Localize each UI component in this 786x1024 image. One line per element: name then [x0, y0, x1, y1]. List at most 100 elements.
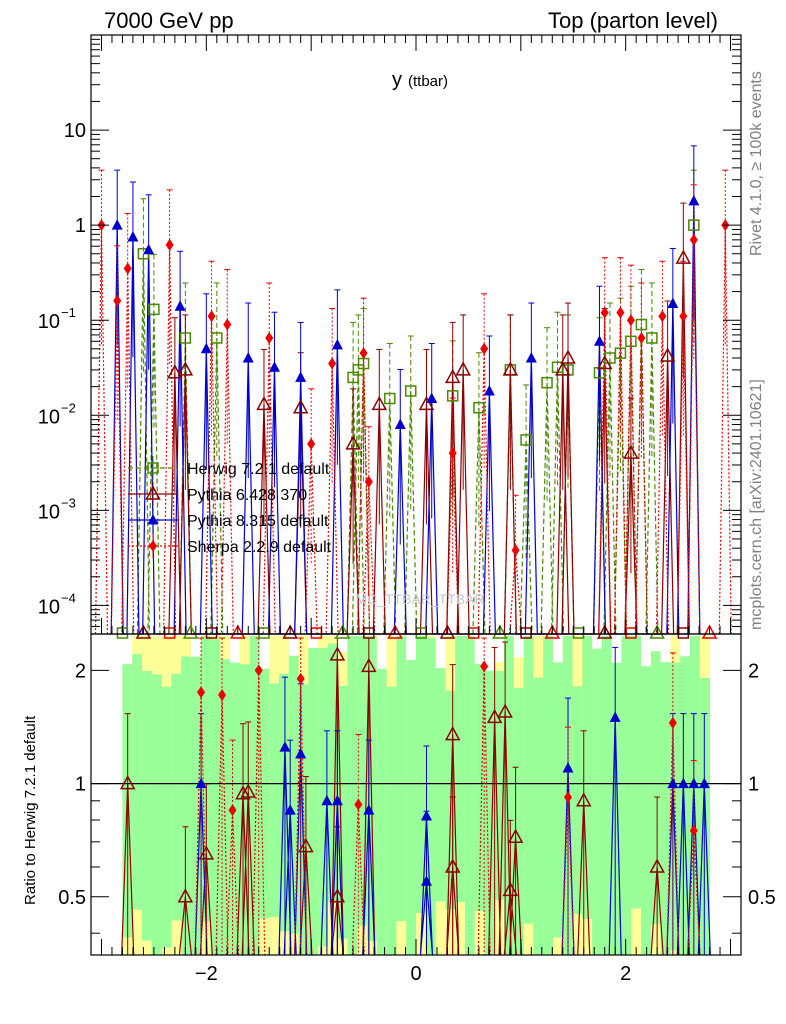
- band-inner: [621, 636, 632, 955]
- main-point: [502, 361, 519, 376]
- main-point: [555, 361, 571, 376]
- ratio-uncertainty-bands: [122, 636, 711, 955]
- ratio-point: [698, 777, 710, 789]
- main-point: [596, 354, 613, 370]
- x-tick-label: −2: [195, 963, 218, 985]
- watermark: MC_TTBAR_TTBAR: [355, 591, 484, 607]
- band-inner: [259, 636, 270, 919]
- band-inner: [200, 636, 212, 922]
- ratio-point: [321, 794, 333, 806]
- plot-title-sub: (ttbar): [408, 73, 448, 90]
- main-point: [455, 361, 471, 376]
- main-point: [371, 395, 388, 411]
- ratio-point: [444, 858, 461, 873]
- ratio-point: [298, 837, 314, 853]
- ratio-point: [486, 708, 503, 724]
- main-point: [123, 262, 132, 275]
- zero-point: [544, 624, 561, 639]
- ratio-point: [649, 858, 665, 873]
- main-point: [448, 447, 457, 460]
- band-inner: [523, 636, 534, 924]
- band-gap: [337, 636, 349, 653]
- band-inner: [142, 670, 153, 941]
- main-point: [480, 342, 489, 355]
- band-gap: [484, 636, 495, 671]
- main-point: [165, 238, 174, 251]
- band-inner: [464, 636, 476, 955]
- band-gap: [122, 636, 133, 665]
- ratio-point: [575, 792, 592, 807]
- ratio-point: [420, 809, 432, 821]
- ratio-point: [689, 824, 698, 837]
- main-point: [177, 361, 194, 376]
- band-inner: [210, 639, 221, 955]
- band-inner: [631, 636, 642, 909]
- main-point: [331, 338, 343, 350]
- ratio-point: [195, 777, 207, 789]
- main-point: [328, 357, 337, 370]
- ratio-point: [119, 775, 136, 790]
- band-inner: [406, 636, 417, 955]
- band-inner: [308, 636, 319, 955]
- x-tick-label: 0: [410, 963, 421, 985]
- main-point: [426, 392, 438, 404]
- main-point: [345, 435, 361, 450]
- ratio-point: [295, 747, 307, 759]
- y-tick-label: 10: [38, 596, 60, 618]
- main-point: [295, 371, 307, 382]
- legend-label: Sherpa 2.2.9 default: [187, 539, 332, 556]
- main-point: [688, 194, 700, 206]
- y-tick-label: 10: [38, 406, 60, 428]
- band-inner: [190, 636, 202, 955]
- main-point: [307, 437, 316, 450]
- y-tick-label: 10: [38, 311, 60, 333]
- band-inner: [513, 688, 525, 955]
- main-point: [418, 395, 435, 411]
- ratio-point: [667, 777, 679, 789]
- band-inner: [279, 673, 290, 932]
- ratio-point: [228, 804, 237, 817]
- band-inner: [318, 648, 329, 947]
- ratio-y-tick-label-right: 2: [748, 660, 759, 682]
- ratio-point: [198, 845, 215, 860]
- main-point: [384, 392, 396, 405]
- main-point: [623, 444, 639, 459]
- band-inner: [660, 645, 671, 955]
- band-inner: [171, 673, 182, 921]
- zero-point: [596, 624, 613, 639]
- band-inner: [543, 636, 554, 955]
- band-inner: [327, 643, 339, 902]
- main-point: [689, 233, 698, 246]
- main-point: [143, 243, 155, 255]
- legend-label: Pythia 6.428 370: [187, 487, 307, 504]
- main-point: [541, 376, 553, 389]
- main-point: [483, 384, 495, 396]
- ratio-y-tick-label: 1: [75, 774, 86, 796]
- zero-point: [230, 624, 246, 639]
- header-right: Top (parton level): [548, 8, 718, 33]
- zero-point: [649, 624, 665, 639]
- zero-point: [492, 624, 508, 639]
- band-inner: [572, 686, 583, 915]
- ratio-point: [688, 777, 700, 789]
- ratio-point: [507, 828, 524, 843]
- band-inner: [151, 674, 163, 955]
- band-gap: [288, 636, 300, 656]
- main-point: [646, 332, 658, 344]
- ratio-y-tick-label-right: 0.5: [748, 887, 776, 909]
- band-inner: [347, 636, 358, 955]
- band-gap: [308, 636, 319, 648]
- main-point: [127, 231, 139, 242]
- ratio-y-tick-label: 2: [75, 660, 86, 682]
- main-point: [616, 306, 625, 319]
- main-point: [625, 335, 637, 348]
- band-inner: [376, 642, 388, 955]
- zero-point: [701, 624, 718, 639]
- ratio-point: [420, 875, 432, 886]
- ratio-point: [197, 686, 206, 699]
- ratio-point: [279, 741, 291, 752]
- band-inner: [269, 683, 280, 917]
- ratio-y-tick-label-right: 1: [748, 774, 759, 796]
- axis-ticks: [91, 34, 741, 955]
- band-inner: [230, 636, 241, 955]
